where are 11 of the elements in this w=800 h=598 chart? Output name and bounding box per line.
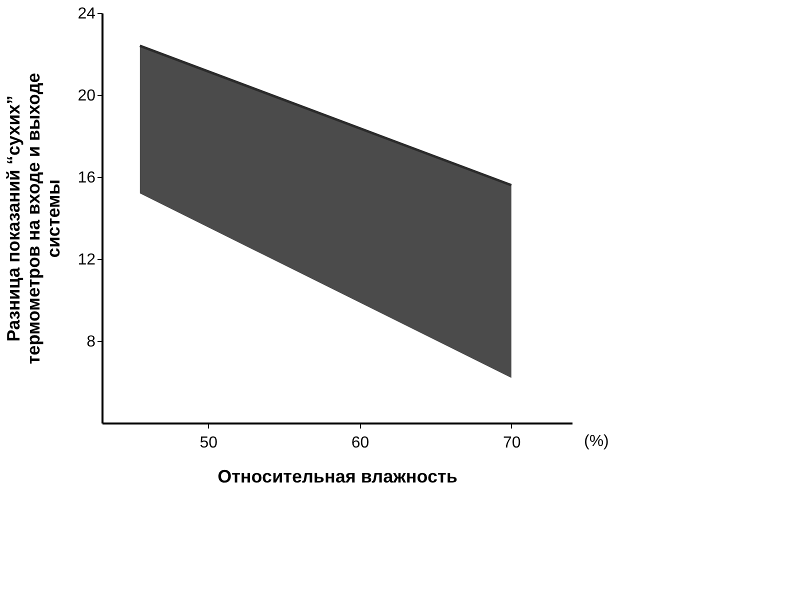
y-tick-label: 8 — [86, 334, 96, 350]
y-tick-label: 20 — [78, 88, 96, 104]
x-axis-title: Относительная влажность — [218, 466, 458, 486]
x-tick-label: 60 — [351, 434, 370, 452]
y-tick-label: 16 — [78, 170, 96, 186]
text: (%) — [584, 433, 609, 450]
x-tick-label: 70 — [502, 434, 521, 452]
y-tick-label: 24 — [78, 6, 96, 22]
y-tick-label: 12 — [78, 252, 96, 268]
y-axis-title: Разница показаний “сухих” термометров на входе и выходе системы — [4, 72, 64, 364]
x-tick-label: 50 — [200, 434, 218, 452]
